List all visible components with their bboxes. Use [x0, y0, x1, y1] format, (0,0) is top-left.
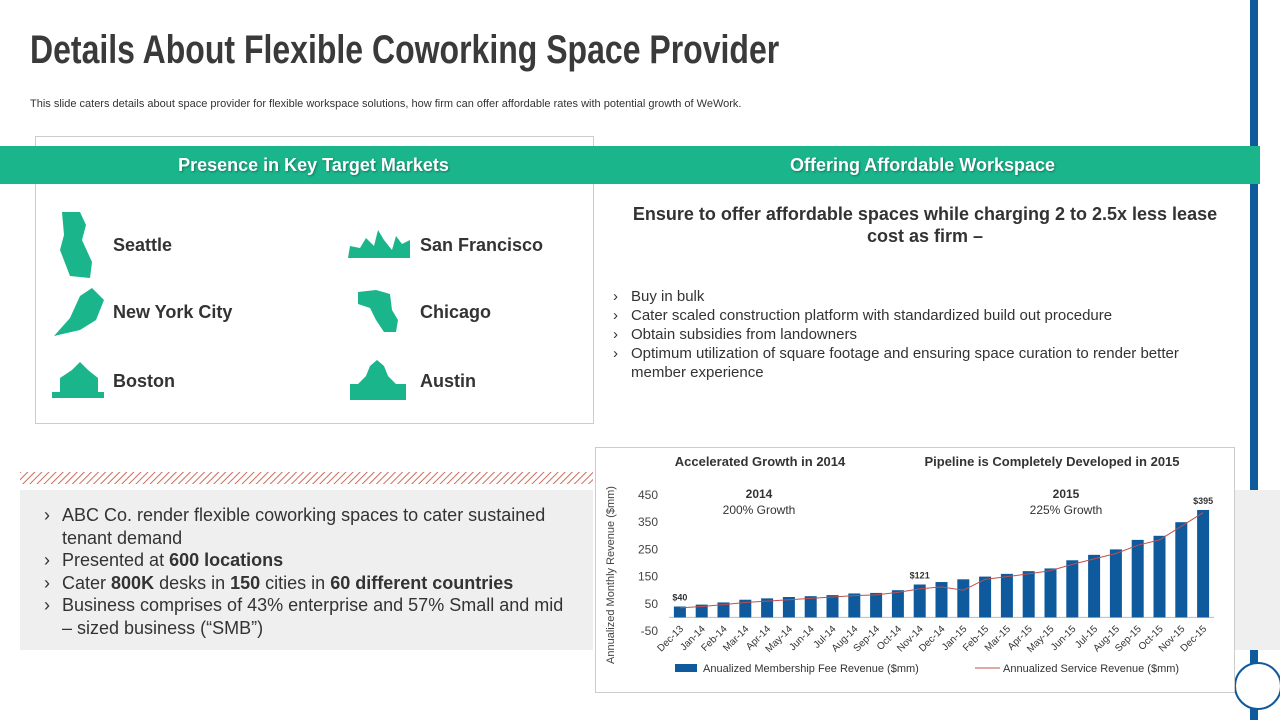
bullet: Optimum utilization of square footage an…: [611, 344, 1221, 382]
sf-icon: [348, 230, 410, 258]
annotation: 200% Growth: [723, 503, 796, 517]
bar: [957, 579, 970, 618]
x-tick-label: Jun-14: [787, 623, 817, 653]
hatch-stripe: [20, 472, 593, 484]
bar: [1197, 509, 1210, 618]
city: San Francisco: [420, 235, 544, 255]
bar: [848, 593, 861, 618]
bullet: Cater 800K desks in 150 cities in 60 dif…: [42, 572, 572, 595]
bar: [673, 606, 686, 618]
bar: [782, 597, 795, 618]
data-label: $395: [1193, 496, 1213, 506]
annotation: 2015: [1053, 487, 1080, 501]
bullet-text: Business comprises of 43% enterprise and…: [62, 595, 564, 638]
bar: [935, 582, 948, 618]
legend-label: Anualized Membership Fee Revenue ($mm): [703, 663, 919, 675]
offering-lead: Ensure to offer affordable spaces while …: [632, 204, 1218, 246]
markets-box: [35, 136, 594, 424]
y-tick-label: -50: [641, 624, 659, 638]
y-tick-label: 50: [645, 597, 659, 611]
bar: [1088, 554, 1101, 618]
bar: [1109, 549, 1122, 618]
bullet: Buy in bulk: [611, 287, 1221, 306]
y-tick-label: 250: [638, 542, 658, 556]
bar: [761, 598, 774, 618]
annotation: Accelerated Growth in 2014: [675, 454, 846, 469]
bar: [717, 602, 730, 618]
chart: Accelerated Growth in 2014 Pipeline is C…: [605, 454, 1214, 675]
city: New York City: [113, 302, 233, 322]
bar: [870, 592, 883, 618]
bar: [1022, 571, 1035, 618]
austin-icon: [350, 360, 406, 400]
offering-list: Buy in bulkCater scaled construction pla…: [611, 287, 1221, 382]
bullet-text: 150: [230, 572, 261, 593]
chart-box: [595, 447, 1235, 693]
summary-list: ABC Co. render flexible coworking spaces…: [42, 504, 572, 639]
bullet-text: desks in: [154, 572, 231, 593]
y-tick-label: 150: [638, 570, 658, 584]
city: Seattle: [113, 235, 173, 255]
bullet: Cater scaled construction platform with …: [611, 306, 1221, 325]
bullet-text: 800K: [111, 572, 155, 593]
bar: [979, 576, 992, 618]
seattle-icon: [60, 212, 92, 278]
annotation: Pipeline is Completely Developed in 2015: [924, 454, 1179, 469]
bullet: ABC Co. render flexible coworking spaces…: [42, 504, 572, 549]
city: Austin: [420, 371, 476, 391]
bar: [1175, 522, 1188, 618]
bar: [739, 599, 752, 618]
bar: [695, 604, 708, 618]
subtitle: This slide caters details about space pr…: [30, 98, 742, 110]
bar: [1153, 535, 1166, 618]
bullet: Business comprises of 43% enterprise and…: [42, 594, 572, 639]
y-axis-label: Annualized Monthly Revenue ($mm): [605, 486, 617, 664]
bar: [826, 595, 839, 618]
legend-label: Annualized Service Revenue ($mm): [1003, 663, 1179, 675]
y-tick-label: 350: [638, 515, 658, 529]
legend-swatch: [675, 664, 697, 672]
annotation: 225% Growth: [1030, 503, 1103, 517]
bullet: Presented at 600 locations: [42, 549, 572, 572]
offering-heading: Offering Affordable Workspace: [789, 155, 1056, 175]
bullet-text: 60 different countries: [330, 572, 514, 593]
city-icons: [52, 212, 410, 400]
bar: [1044, 568, 1057, 618]
header-band: [0, 146, 1260, 184]
bar: [891, 590, 904, 618]
bar: [913, 584, 926, 618]
y-tick-label: 450: [638, 488, 658, 502]
bar: [1000, 573, 1013, 618]
bar: [804, 596, 817, 618]
city: Boston: [113, 371, 175, 391]
bar: [1131, 539, 1144, 618]
bullet-text: cities in: [260, 572, 331, 593]
bullet: Obtain subsidies from landowners: [611, 325, 1221, 344]
data-label: $40: [672, 593, 687, 603]
bullet-text: ABC Co. render flexible coworking spaces…: [62, 505, 546, 548]
title: Details About Flexible Coworking Space P…: [30, 28, 780, 72]
side-panel: [1235, 490, 1280, 650]
chicago-icon: [358, 290, 398, 332]
line: [679, 512, 1204, 609]
accent-bar: [1250, 0, 1258, 720]
x-tick-label: Jun-15: [1049, 623, 1079, 653]
data-label: $121: [910, 570, 930, 580]
markets-heading: Presence in Key Target Markets: [178, 155, 449, 175]
annotation: 2014: [746, 487, 773, 501]
bullet-text: Presented at: [62, 550, 170, 570]
city: Chicago: [420, 302, 492, 322]
bullet-text: 600 locations: [169, 550, 284, 570]
nyc-icon: [54, 288, 104, 336]
circle-decor: [1234, 662, 1280, 710]
bullet-text: Cater: [62, 572, 112, 593]
bar: [1066, 560, 1079, 618]
boston-icon: [52, 362, 104, 398]
